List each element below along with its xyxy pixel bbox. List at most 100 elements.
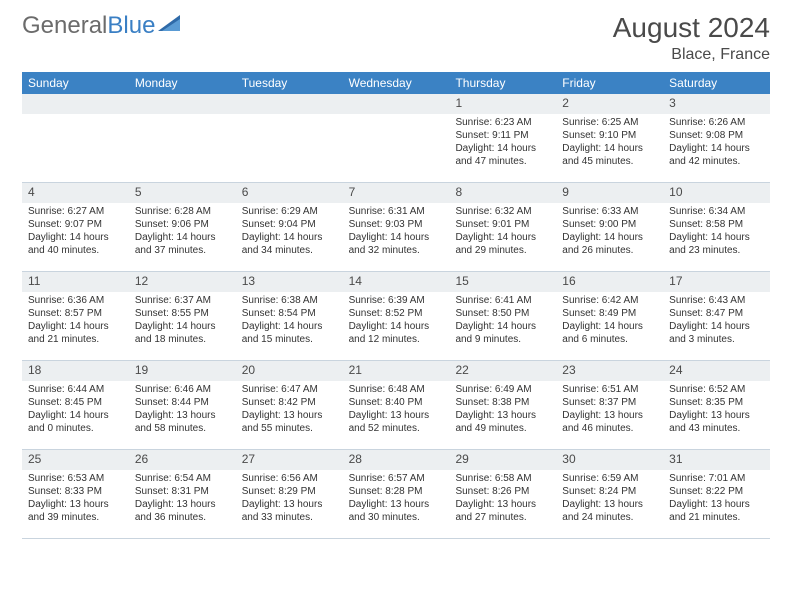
day-detail: Sunrise: 6:43 AMSunset: 8:47 PMDaylight:…	[663, 292, 770, 350]
calendar-day-cell: 10Sunrise: 6:34 AMSunset: 8:58 PMDayligh…	[663, 183, 770, 271]
calendar-day-cell: 9Sunrise: 6:33 AMSunset: 9:00 PMDaylight…	[556, 183, 663, 271]
day-detail: Sunrise: 6:29 AMSunset: 9:04 PMDaylight:…	[236, 203, 343, 261]
sunset-line: Sunset: 8:40 PM	[349, 396, 444, 409]
day-detail: Sunrise: 6:23 AMSunset: 9:11 PMDaylight:…	[449, 114, 556, 172]
calendar-day-cell: 3Sunrise: 6:26 AMSunset: 9:08 PMDaylight…	[663, 94, 770, 182]
calendar-day-cell: 14Sunrise: 6:39 AMSunset: 8:52 PMDayligh…	[343, 272, 450, 360]
title-block: August 2024 Blace, France	[613, 12, 770, 64]
sunrise-line: Sunrise: 6:38 AM	[242, 294, 337, 307]
calendar-day-cell: 4Sunrise: 6:27 AMSunset: 9:07 PMDaylight…	[22, 183, 129, 271]
daylight-line: Daylight: 14 hours and 40 minutes.	[28, 231, 123, 257]
day-detail: Sunrise: 6:33 AMSunset: 9:00 PMDaylight:…	[556, 203, 663, 261]
sunrise-line: Sunrise: 6:59 AM	[562, 472, 657, 485]
sunrise-line: Sunrise: 6:49 AM	[455, 383, 550, 396]
sunrise-line: Sunrise: 6:32 AM	[455, 205, 550, 218]
sunrise-line: Sunrise: 6:43 AM	[669, 294, 764, 307]
calendar-day-cell: 24Sunrise: 6:52 AMSunset: 8:35 PMDayligh…	[663, 361, 770, 449]
day-number: 22	[449, 361, 556, 381]
day-number: 31	[663, 450, 770, 470]
day-detail: Sunrise: 6:25 AMSunset: 9:10 PMDaylight:…	[556, 114, 663, 172]
daylight-line: Daylight: 13 hours and 36 minutes.	[135, 498, 230, 524]
day-detail: Sunrise: 6:34 AMSunset: 8:58 PMDaylight:…	[663, 203, 770, 261]
calendar-day-cell: 2Sunrise: 6:25 AMSunset: 9:10 PMDaylight…	[556, 94, 663, 182]
brand-triangle-icon	[158, 12, 184, 40]
day-detail: Sunrise: 6:52 AMSunset: 8:35 PMDaylight:…	[663, 381, 770, 439]
daylight-line: Daylight: 13 hours and 58 minutes.	[135, 409, 230, 435]
sunrise-line: Sunrise: 6:25 AM	[562, 116, 657, 129]
calendar-day-cell: 8Sunrise: 6:32 AMSunset: 9:01 PMDaylight…	[449, 183, 556, 271]
day-number: 29	[449, 450, 556, 470]
calendar-day-cell: 15Sunrise: 6:41 AMSunset: 8:50 PMDayligh…	[449, 272, 556, 360]
sunset-line: Sunset: 8:22 PM	[669, 485, 764, 498]
day-number: 14	[343, 272, 450, 292]
daylight-line: Daylight: 14 hours and 32 minutes.	[349, 231, 444, 257]
calendar-week-row: 11Sunrise: 6:36 AMSunset: 8:57 PMDayligh…	[22, 272, 770, 361]
day-number: 5	[129, 183, 236, 203]
sunrise-line: Sunrise: 6:48 AM	[349, 383, 444, 396]
sunrise-line: Sunrise: 6:31 AM	[349, 205, 444, 218]
sunrise-line: Sunrise: 6:42 AM	[562, 294, 657, 307]
calendar-day-cell: 5Sunrise: 6:28 AMSunset: 9:06 PMDaylight…	[129, 183, 236, 271]
calendar-day-cell: 16Sunrise: 6:42 AMSunset: 8:49 PMDayligh…	[556, 272, 663, 360]
day-detail: Sunrise: 6:38 AMSunset: 8:54 PMDaylight:…	[236, 292, 343, 350]
sunrise-line: Sunrise: 6:44 AM	[28, 383, 123, 396]
daylight-line: Daylight: 14 hours and 26 minutes.	[562, 231, 657, 257]
day-detail: Sunrise: 6:56 AMSunset: 8:29 PMDaylight:…	[236, 470, 343, 528]
day-detail: Sunrise: 6:27 AMSunset: 9:07 PMDaylight:…	[22, 203, 129, 261]
weekday-header: Friday	[556, 72, 663, 94]
daylight-line: Daylight: 13 hours and 39 minutes.	[28, 498, 123, 524]
sunset-line: Sunset: 9:10 PM	[562, 129, 657, 142]
daylight-line: Daylight: 14 hours and 37 minutes.	[135, 231, 230, 257]
sunset-line: Sunset: 9:00 PM	[562, 218, 657, 231]
calendar-day-cell: 21Sunrise: 6:48 AMSunset: 8:40 PMDayligh…	[343, 361, 450, 449]
sunset-line: Sunset: 9:11 PM	[455, 129, 550, 142]
daylight-line: Daylight: 13 hours and 46 minutes.	[562, 409, 657, 435]
weekday-header-row: SundayMondayTuesdayWednesdayThursdayFrid…	[22, 72, 770, 94]
sunset-line: Sunset: 8:26 PM	[455, 485, 550, 498]
calendar-day-cell: 6Sunrise: 6:29 AMSunset: 9:04 PMDaylight…	[236, 183, 343, 271]
sunrise-line: Sunrise: 6:57 AM	[349, 472, 444, 485]
daylight-line: Daylight: 14 hours and 12 minutes.	[349, 320, 444, 346]
day-number	[129, 94, 236, 114]
calendar-day-cell: 29Sunrise: 6:58 AMSunset: 8:26 PMDayligh…	[449, 450, 556, 538]
day-number: 28	[343, 450, 450, 470]
weekday-header: Sunday	[22, 72, 129, 94]
day-detail: Sunrise: 6:36 AMSunset: 8:57 PMDaylight:…	[22, 292, 129, 350]
daylight-line: Daylight: 13 hours and 33 minutes.	[242, 498, 337, 524]
calendar-day-cell: 31Sunrise: 7:01 AMSunset: 8:22 PMDayligh…	[663, 450, 770, 538]
day-number: 2	[556, 94, 663, 114]
calendar-day-cell: 13Sunrise: 6:38 AMSunset: 8:54 PMDayligh…	[236, 272, 343, 360]
calendar-day-cell: 19Sunrise: 6:46 AMSunset: 8:44 PMDayligh…	[129, 361, 236, 449]
day-number: 21	[343, 361, 450, 381]
calendar-day-cell: 28Sunrise: 6:57 AMSunset: 8:28 PMDayligh…	[343, 450, 450, 538]
page-header: GeneralBlue August 2024 Blace, France	[22, 12, 770, 64]
day-number: 9	[556, 183, 663, 203]
sunset-line: Sunset: 9:03 PM	[349, 218, 444, 231]
weekday-header: Saturday	[663, 72, 770, 94]
day-detail: Sunrise: 6:37 AMSunset: 8:55 PMDaylight:…	[129, 292, 236, 350]
sunrise-line: Sunrise: 6:46 AM	[135, 383, 230, 396]
calendar-day-cell: 7Sunrise: 6:31 AMSunset: 9:03 PMDaylight…	[343, 183, 450, 271]
calendar-day-cell: 25Sunrise: 6:53 AMSunset: 8:33 PMDayligh…	[22, 450, 129, 538]
sunrise-line: Sunrise: 6:27 AM	[28, 205, 123, 218]
calendar-week-row: 1Sunrise: 6:23 AMSunset: 9:11 PMDaylight…	[22, 94, 770, 183]
sunset-line: Sunset: 8:35 PM	[669, 396, 764, 409]
daylight-line: Daylight: 13 hours and 43 minutes.	[669, 409, 764, 435]
sunset-line: Sunset: 8:44 PM	[135, 396, 230, 409]
day-detail: Sunrise: 6:54 AMSunset: 8:31 PMDaylight:…	[129, 470, 236, 528]
sunset-line: Sunset: 8:55 PM	[135, 307, 230, 320]
brand-logo: GeneralBlue	[22, 12, 184, 40]
daylight-line: Daylight: 14 hours and 47 minutes.	[455, 142, 550, 168]
day-number: 25	[22, 450, 129, 470]
day-detail: Sunrise: 6:58 AMSunset: 8:26 PMDaylight:…	[449, 470, 556, 528]
calendar-day-cell	[22, 94, 129, 182]
sunrise-line: Sunrise: 6:26 AM	[669, 116, 764, 129]
daylight-line: Daylight: 13 hours and 30 minutes.	[349, 498, 444, 524]
daylight-line: Daylight: 13 hours and 24 minutes.	[562, 498, 657, 524]
calendar-day-cell: 30Sunrise: 6:59 AMSunset: 8:24 PMDayligh…	[556, 450, 663, 538]
day-detail: Sunrise: 6:48 AMSunset: 8:40 PMDaylight:…	[343, 381, 450, 439]
daylight-line: Daylight: 13 hours and 27 minutes.	[455, 498, 550, 524]
weekday-header: Tuesday	[236, 72, 343, 94]
day-number: 26	[129, 450, 236, 470]
daylight-line: Daylight: 14 hours and 3 minutes.	[669, 320, 764, 346]
